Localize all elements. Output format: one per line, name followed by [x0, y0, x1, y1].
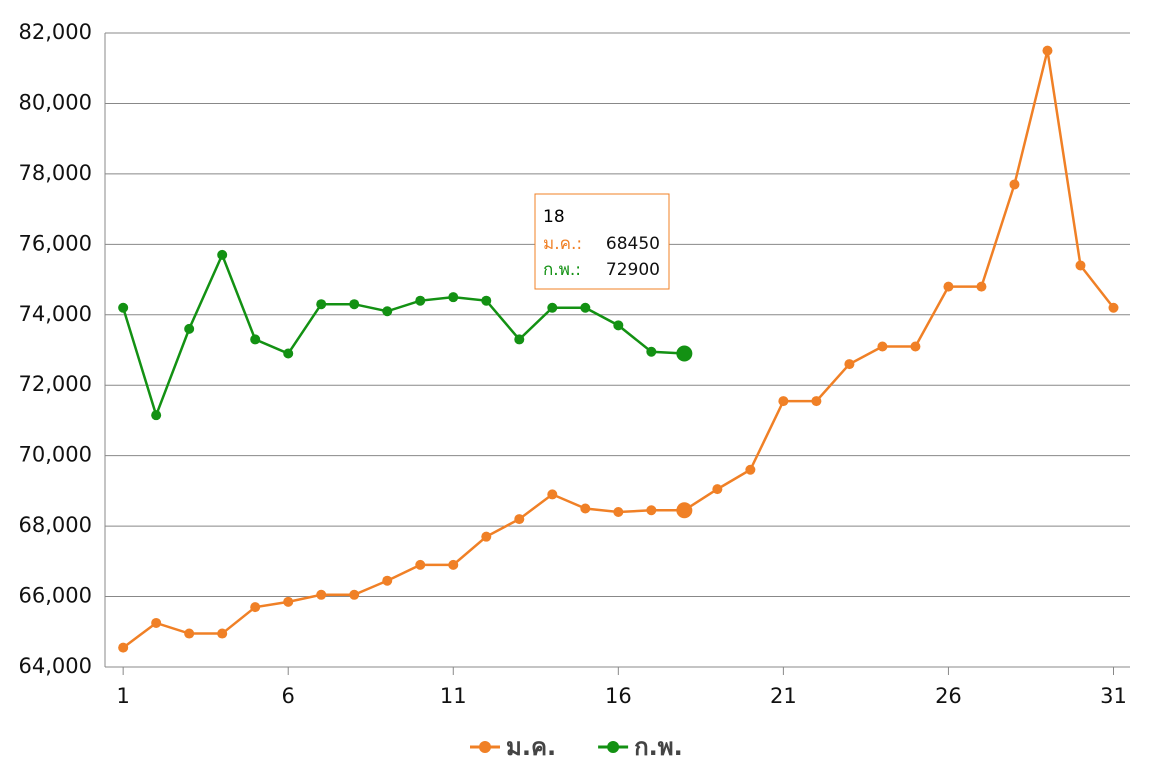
data-point: [745, 464, 756, 475]
data-point: [382, 575, 393, 586]
tooltip: 18 ม.ค.: 68450 ก.พ.: 72900: [534, 193, 670, 290]
x-tick-label: 26: [935, 684, 962, 708]
data-point: [580, 503, 591, 514]
data-point: [448, 292, 459, 303]
series-line: [121, 251, 685, 419]
data-point: [316, 589, 327, 600]
data-point: [217, 628, 228, 639]
data-point: [283, 348, 294, 359]
data-point: [1042, 45, 1053, 56]
data-point: [151, 617, 162, 628]
data-point: [877, 341, 888, 352]
data-point: [844, 359, 855, 370]
legend-item: ก.พ.: [598, 733, 683, 761]
data-point: [1108, 302, 1119, 313]
x-tick-label: 11: [440, 684, 467, 708]
data-point: [1009, 179, 1020, 190]
series-line: [122, 50, 1115, 649]
data-point: [316, 299, 327, 310]
data-point: [676, 345, 693, 362]
legend-item: ม.ค.: [470, 733, 556, 761]
y-tick-label: 78,000: [19, 161, 92, 185]
data-point: [250, 602, 261, 613]
data-point: [547, 489, 558, 500]
data-point: [184, 323, 195, 334]
data-point: [778, 396, 789, 407]
data-point: [547, 302, 558, 313]
x-tick-label: 16: [605, 684, 632, 708]
data-point: [415, 559, 426, 570]
y-tick-label: 76,000: [19, 231, 92, 255]
data-point: [349, 299, 360, 310]
x-tick-label: 31: [1100, 684, 1127, 708]
tooltip-title: 18: [543, 207, 565, 227]
data-point: [481, 531, 492, 542]
y-tick-label: 72,000: [19, 372, 92, 396]
tooltip-value: 72900: [606, 260, 660, 280]
x-tick-label: 21: [770, 684, 797, 708]
data-point: [514, 514, 525, 525]
data-point: [976, 281, 987, 292]
y-tick-label: 70,000: [19, 443, 92, 467]
x-tick-label: 6: [282, 684, 295, 708]
tooltip-label: ม.ค.:: [543, 234, 582, 254]
x-tick-label: 1: [116, 684, 129, 708]
data-point: [811, 396, 822, 407]
data-point: [481, 295, 492, 306]
legend-label: ม.ค.: [506, 733, 556, 761]
y-tick-label: 68,000: [19, 513, 92, 537]
data-point: [580, 302, 591, 313]
data-point: [283, 596, 294, 607]
tooltip-label: ก.พ.:: [543, 260, 581, 280]
data-point: [676, 502, 693, 519]
y-tick-label: 74,000: [19, 302, 92, 326]
data-point: [118, 302, 129, 313]
data-point: [448, 559, 459, 570]
data-point: [415, 295, 426, 306]
y-tick-label: 82,000: [19, 20, 92, 44]
data-point: [613, 320, 624, 331]
data-point: [250, 334, 261, 345]
legend-marker: [479, 741, 491, 753]
y-tick-label: 66,000: [19, 584, 92, 608]
legend-label: ก.พ.: [634, 733, 683, 761]
data-point: [151, 410, 162, 421]
data-point: [184, 628, 195, 639]
tooltip-box: [534, 193, 670, 290]
data-point: [646, 346, 657, 357]
y-tick-label: 64,000: [19, 654, 92, 678]
data-point: [118, 642, 129, 653]
data-point: [382, 306, 393, 317]
y-tick-label: 80,000: [19, 90, 92, 114]
data-point: [1075, 260, 1086, 271]
data-point: [910, 341, 921, 352]
data-point: [349, 589, 360, 600]
tooltip-value: 68450: [606, 234, 660, 254]
data-point: [943, 281, 954, 292]
data-point: [217, 249, 228, 260]
data-point: [712, 484, 723, 495]
data-point: [646, 505, 657, 516]
legend-marker: [607, 741, 620, 753]
data-point: [514, 334, 525, 345]
data-point: [613, 507, 624, 518]
